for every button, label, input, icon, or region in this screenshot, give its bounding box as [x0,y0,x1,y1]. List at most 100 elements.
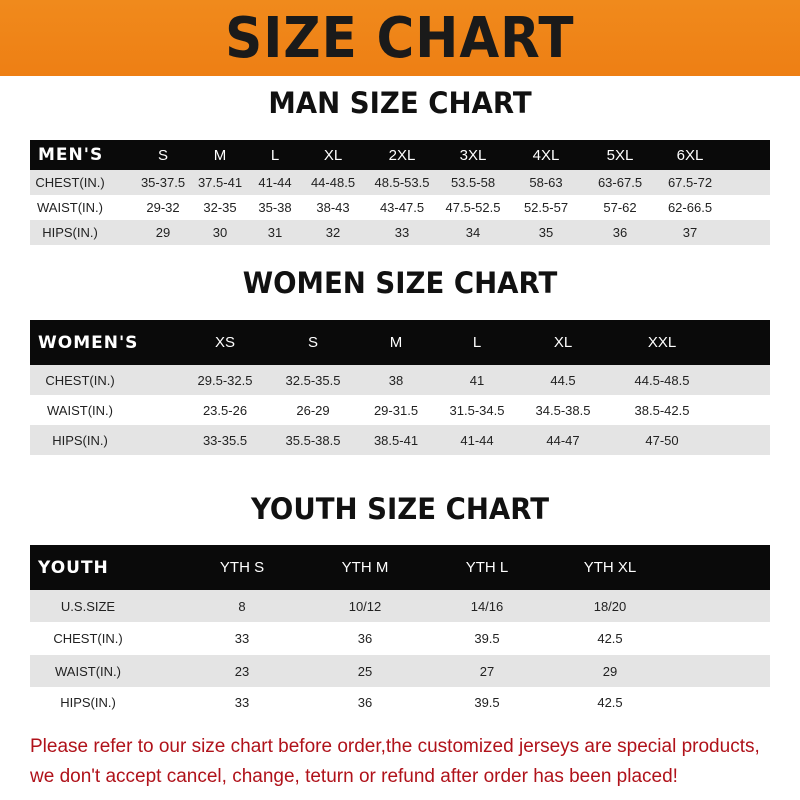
size-header: S [307,334,319,351]
table-cell: 47-50 [645,432,679,448]
table-cell: 25 [357,663,373,679]
size-header: 6XL [676,146,704,164]
size-header: YTH XL [583,559,637,576]
size-header: M [389,334,403,351]
table-cell: 52.5-57 [523,200,569,215]
table-cell: 38-43 [316,200,350,215]
row-label: U.S.SIZE [60,598,116,614]
row-label: HIPS(IN.) [52,432,108,448]
table-cell: 39.5 [474,631,500,646]
notice: Please refer to our size chart before or… [30,732,790,792]
table-cell: 42.5 [597,695,623,710]
table-cell: 36 [357,695,373,710]
table-cell: 36 [612,225,628,240]
table-cell: 58-63 [529,175,563,190]
table-row: CHEST(IN.) 35-37.5 37.5-41 41-44 44-48.5 48.5… [30,170,770,195]
size-header: 3XL [459,146,487,164]
table-row: U.S.SIZE 8 10/12 14/16 18/20 [30,590,770,622]
size-header: XS [214,334,236,351]
banner-title: SIZE CHART [225,5,575,71]
header-row: MEN'S S M L XL 2XL 3XL 4XL 5XL 6XL [30,140,770,170]
table-cell: 33 [234,631,250,646]
table-cell: 38 [388,372,404,388]
table-cell: 41-44 [258,175,292,190]
table-cell: 44-47 [546,432,580,448]
table-cell: 44-48.5 [310,175,356,190]
size-header: 5XL [606,146,634,164]
table-cell: 32-35 [203,200,237,215]
table-row: WAIST(IN.) 29-32 32-35 35-38 38-43 43-47.5 47.… [30,195,770,220]
table-cell: 30 [212,225,228,240]
table-cell: 44.5 [550,372,576,388]
row-label: CHEST(IN.) [35,175,105,190]
table-cell: 57-62 [603,200,637,215]
notice-line-1: Please refer to our size chart before or… [30,736,760,757]
table-cell: 29-32 [146,200,180,215]
table-cell: 35 [538,225,554,240]
table-cell: 35.5-38.5 [285,432,341,448]
header-row: YOUTH YTH S YTH M YTH L YTH XL [30,545,770,590]
header-label: YOUTH [38,557,109,578]
table-cell: 23.5-26 [202,402,248,418]
table-cell: 41 [469,372,485,388]
table-cell: 41-44 [460,432,494,448]
table-cell: 47.5-52.5 [445,200,501,215]
table-cell: 31.5-34.5 [449,402,505,418]
row-label: CHEST(IN.) [53,631,123,646]
table-cell: 38.5-42.5 [634,402,690,418]
banner: SIZE CHART [0,0,800,76]
table-cell: 33 [394,225,410,240]
table-cell: 14/16 [470,598,504,614]
table-cell: 32 [325,225,341,240]
table-cell: 29 [155,225,171,240]
row-label: WAIST(IN.) [37,200,103,215]
table-cell: 53.5-58 [450,175,496,190]
table-cell: 35-37.5 [140,175,186,190]
size-header: XXL [647,334,677,351]
table-cell: 62-66.5 [667,200,713,215]
table-cell: 8 [238,598,246,614]
header-label: WOMEN'S [38,332,139,353]
row-label: HIPS(IN.) [60,695,116,710]
table-cell: 48.5-53.5 [374,175,430,190]
table-cell: 39.5 [474,695,500,710]
table-row: HIPS(IN.) 29 30 31 32 33 34 35 36 37 [30,220,770,245]
row-label: WAIST(IN.) [47,402,113,418]
size-header: YTH S [219,559,265,576]
table-cell: 33 [234,695,250,710]
row-label: HIPS(IN.) [42,225,98,240]
notice-line-2: we don't accept cancel, change, teturn o… [30,766,678,787]
table-cell: 34 [465,225,481,240]
table-cell: 27 [479,663,495,679]
table-cell: 67.5-72 [667,175,713,190]
size-header: 4XL [532,146,560,164]
table-cell: 34.5-38.5 [535,402,591,418]
table-row: HIPS(IN.) 33 36 39.5 42.5 [30,687,770,718]
table-cell: 32.5-35.5 [285,372,341,388]
table-row: WAIST(IN.) 23 25 27 29 [30,655,770,687]
table-cell: 44.5-48.5 [634,372,690,388]
men-title: MAN SIZE CHART [268,86,532,120]
table-cell: 42.5 [597,631,623,646]
header-label: MEN'S [38,145,104,165]
table-cell: 23 [234,663,250,679]
header-row: WOMEN'S XS S M L XL XXL [30,320,770,365]
table-cell: 33-35.5 [202,432,248,448]
table-cell: 36 [357,631,373,646]
size-header: YTH L [465,559,509,576]
table-row: CHEST(IN.) 29.5-32.5 32.5-35.5 38 41 44.5 44.5… [30,365,770,395]
table-cell: 63-67.5 [597,175,643,190]
table-cell: 43-47.5 [379,200,425,215]
size-header: L [472,334,482,351]
size-header: S [157,146,169,164]
table-cell: 31 [267,225,283,240]
row-label: CHEST(IN.) [45,372,115,388]
table-row: HIPS(IN.) 33-35.5 35.5-38.5 38.5-41 41-44 44-… [30,425,770,455]
table-cell: 18/20 [593,598,627,614]
women-title: WOMEN SIZE CHART [242,266,558,300]
table-cell: 26-29 [296,402,330,418]
table-cell: 37 [682,225,698,240]
size-header: YTH M [341,559,389,576]
table-row: CHEST(IN.) 33 36 39.5 42.5 [30,622,770,655]
table-cell: 35-38 [258,200,292,215]
